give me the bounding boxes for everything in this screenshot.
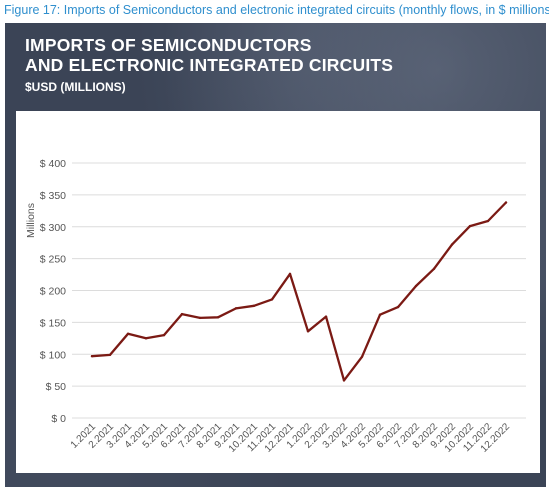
y-tick-label: $ 250 (40, 254, 66, 266)
y-tick-label: $ 400 (40, 158, 66, 170)
x-axis-ticks: 1.20212.20213.20214.20215.20216.20217.20… (69, 421, 513, 455)
data-point (234, 307, 238, 310)
grid-lines (72, 162, 526, 419)
data-point (504, 201, 508, 204)
data-point (198, 316, 202, 320)
data-point (126, 332, 130, 336)
chart-panel: IMPORTS OF SEMICONDUCTORS AND ELECTRONIC… (5, 23, 546, 487)
chart-title: IMPORTS OF SEMICONDUCTORS AND ELECTRONIC… (25, 35, 393, 75)
y-axis-label: Millions (25, 203, 37, 238)
data-point (180, 312, 184, 316)
data-point (468, 224, 472, 228)
data-point (378, 313, 382, 316)
data-point (432, 267, 436, 271)
y-tick-label: $ 100 (40, 349, 66, 361)
chart-title-line-2: AND ELECTRONIC INTEGRATED CIRCUITS (25, 55, 394, 75)
y-tick-label: $ 150 (40, 317, 66, 329)
chart-title-line-1: IMPORTS OF SEMICONDUCTORS (25, 35, 312, 55)
data-point (414, 284, 418, 288)
data-point (144, 337, 148, 340)
data-point (108, 353, 112, 357)
figure-caption: Figure 17: Imports of Semiconductors and… (4, 3, 549, 17)
data-point (162, 333, 166, 337)
data-point (90, 354, 94, 358)
y-tick-label: $ 300 (40, 222, 66, 234)
y-tick-label: $ 50 (46, 381, 67, 393)
data-point (450, 243, 454, 246)
line-chart: $ 0 $ 50 $ 100 $ 150 $ 200 $ 250 $ 300 $ 350 $ 4… (25, 158, 526, 455)
y-tick-label: $ 200 (40, 286, 66, 298)
data-point (306, 330, 310, 333)
data-point (342, 379, 346, 382)
y-tick-label: $ 0 (51, 413, 66, 425)
chart-subtitle: $USD (MILLIONS) (25, 80, 126, 94)
data-point (324, 315, 328, 318)
y-axis-ticks: $ 0 $ 50 $ 100 $ 150 $ 200 $ 250 $ 300 $ 350 $ 4… (40, 158, 66, 425)
data-point (486, 219, 490, 223)
series-line (90, 201, 508, 382)
data-point (396, 305, 400, 309)
data-point (252, 304, 256, 307)
plot-area: $ 0 $ 50 $ 100 $ 150 $ 200 $ 250 $ 300 $ 350 $ 4… (16, 111, 540, 473)
data-point (360, 355, 364, 358)
y-tick-label: $ 350 (40, 190, 66, 202)
series-line-path (90, 201, 508, 382)
data-point (270, 298, 274, 301)
data-point (216, 316, 220, 319)
data-point (288, 272, 292, 276)
